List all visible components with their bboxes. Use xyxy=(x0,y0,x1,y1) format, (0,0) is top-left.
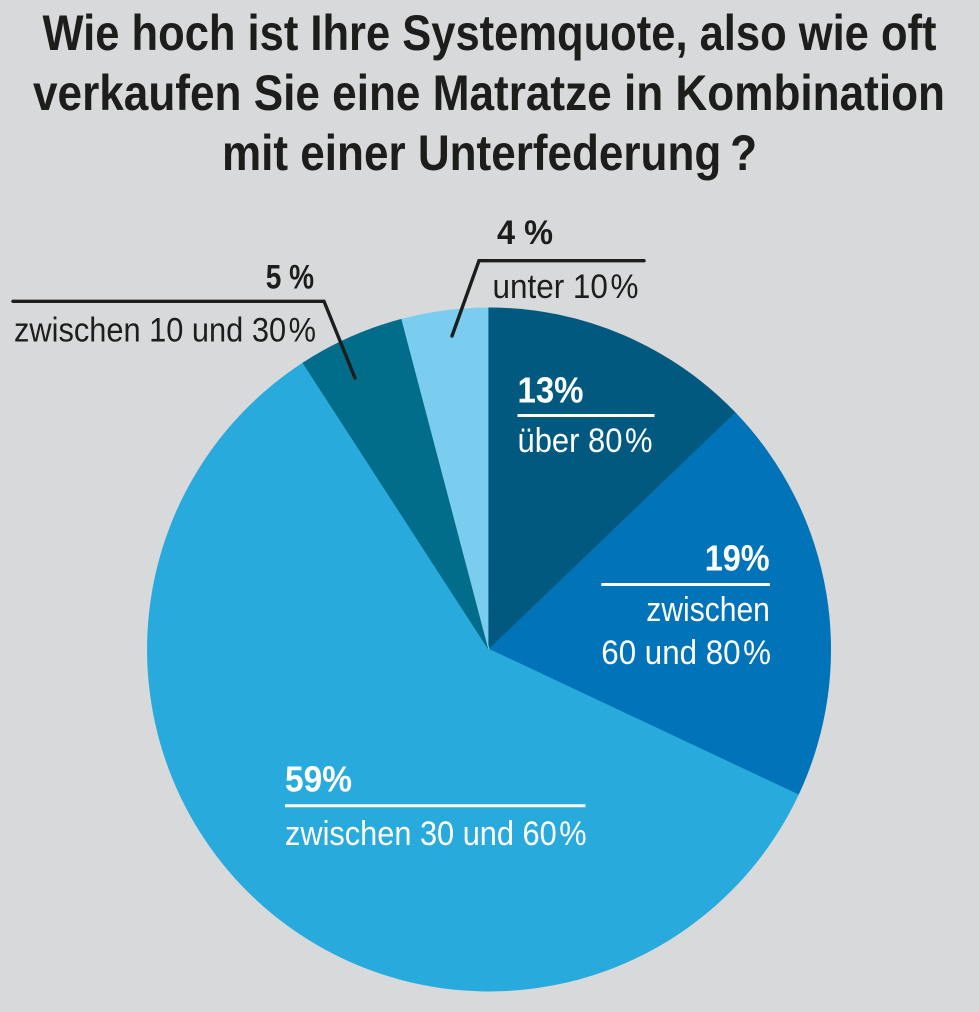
svg-text:zwischen: zwischen xyxy=(646,591,770,629)
svg-text:zwischen 30 und 60 %: zwischen 30 und 60 % xyxy=(285,815,587,853)
svg-text:Wie hoch ist Ihre Systemquote,: Wie hoch ist Ihre Systemquote, also wie … xyxy=(43,5,937,61)
svg-text:19%: 19% xyxy=(705,538,770,579)
svg-text:über 80 %: über 80 % xyxy=(518,422,653,460)
svg-text:mit einer Unterfederung ?: mit einer Unterfederung ? xyxy=(222,125,757,181)
svg-text:verkaufen Sie eine Matratze in: verkaufen Sie eine Matratze in Kombinati… xyxy=(33,65,945,121)
svg-text:13%: 13% xyxy=(518,370,584,411)
svg-text:unter 10 %: unter 10 % xyxy=(493,268,639,306)
svg-text:zwischen 10 und 30 %: zwischen 10 und 30 % xyxy=(14,312,316,350)
svg-text:59%: 59% xyxy=(285,759,352,800)
svg-text:5 %: 5 % xyxy=(266,259,314,297)
svg-text:4 %: 4 % xyxy=(497,214,553,252)
svg-text:60 und 80 %: 60 und 80 % xyxy=(601,634,771,672)
